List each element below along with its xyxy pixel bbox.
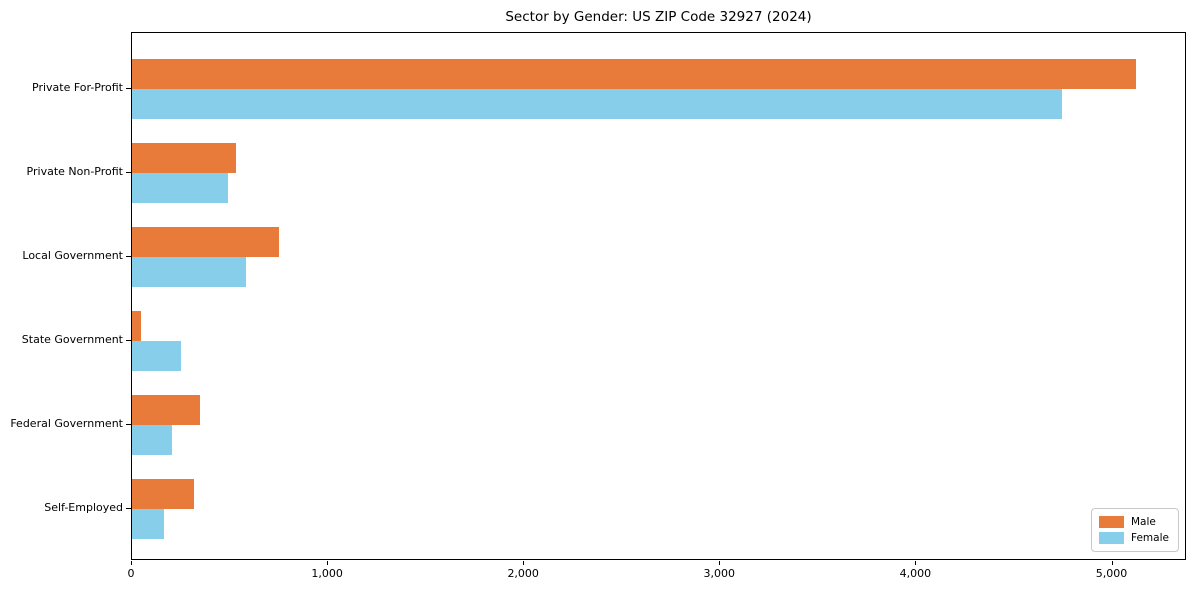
x-tick-label: 5,000 (1095, 567, 1128, 580)
x-tick-label: 3,000 (703, 567, 736, 580)
legend-entry-female: Female (1099, 532, 1171, 545)
bar-female-private-for-profit (132, 89, 1062, 119)
bar-male-state-government (132, 311, 141, 341)
legend-label-female: Female (1131, 532, 1169, 545)
x-tick-mark (719, 561, 721, 565)
plot-area (131, 32, 1186, 560)
bar-male-private-for-profit (132, 59, 1136, 89)
bar-male-private-non-profit (132, 143, 236, 173)
y-tick-label: State Government (21, 333, 123, 346)
legend-swatch-female (1099, 532, 1124, 545)
bar-female-federal-government (132, 425, 173, 455)
y-tick-label: Private For-Profit (32, 81, 123, 94)
y-tick-mark (126, 88, 131, 89)
bar-female-private-non-profit (132, 173, 229, 203)
legend-label-male: Male (1131, 515, 1156, 528)
x-tick-mark (523, 561, 525, 565)
chart-title: Sector by Gender: US ZIP Code 32927 (202… (505, 9, 812, 25)
bar-female-state-government (132, 341, 181, 371)
y-tick-label: Self-Employed (44, 501, 123, 514)
x-tick-mark (327, 561, 329, 565)
bar-female-self-employed (132, 509, 165, 539)
y-tick-label: Private Non-Profit (26, 165, 123, 178)
legend-entry-male: Male (1099, 515, 1171, 528)
x-tick-label: 0 (127, 567, 135, 580)
x-tick-mark (131, 561, 132, 565)
legend: Male Female (1091, 508, 1179, 552)
y-tick-mark (126, 424, 131, 425)
x-tick-mark (915, 561, 917, 565)
bar-female-local-government (132, 257, 246, 287)
y-tick-label: Federal Government (10, 417, 123, 430)
legend-swatch-male (1099, 515, 1124, 528)
y-tick-mark (126, 508, 131, 509)
bar-male-local-government (132, 227, 280, 257)
x-tick-mark (1111, 561, 1113, 565)
y-tick-mark (126, 172, 131, 173)
y-tick-mark (126, 340, 131, 341)
y-tick-mark (126, 256, 131, 257)
bar-male-self-employed (132, 479, 194, 509)
y-tick-label: Local Government (22, 249, 123, 262)
x-tick-label: 1,000 (311, 567, 343, 580)
x-tick-label: 2,000 (507, 567, 539, 580)
x-tick-label: 4,000 (899, 567, 932, 580)
bar-male-federal-government (132, 395, 200, 425)
